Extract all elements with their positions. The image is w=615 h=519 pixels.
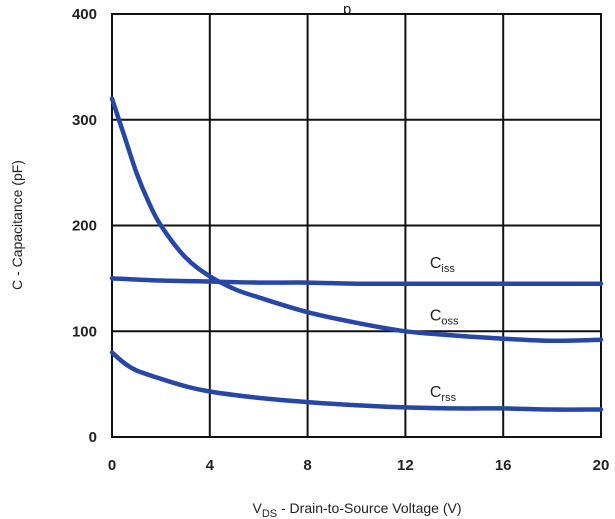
x-tick-label: 8 [303, 457, 311, 474]
x-axis-label-sub: DS [262, 508, 277, 519]
series-layer [109, 96, 604, 412]
x-axis-label-main: V [252, 500, 262, 516]
series-label-ciss: Ciss [430, 255, 456, 275]
x-axis-label: VDS - Drain-to-Source Voltage (V) [252, 500, 461, 519]
y-tick-label: 300 [72, 112, 97, 129]
y-tick-label: 200 [72, 218, 97, 235]
y-tick-label: 100 [72, 323, 97, 340]
x-tick-label: 4 [206, 457, 215, 474]
series-line-coss [109, 96, 604, 344]
y-tick-label: 400 [72, 6, 97, 23]
y-axis-label: C - Capacitance (pF) [9, 160, 25, 290]
series-label-crss: Crss [430, 384, 457, 404]
series-line-ciss [109, 276, 604, 286]
x-tick-label: 16 [495, 457, 512, 474]
x-tick-labels: 0 4 8 12 16 20 [108, 457, 610, 474]
x-tick-label: 12 [397, 457, 414, 474]
x-tick-label: 20 [593, 457, 610, 474]
series-label-coss: Coss [430, 308, 459, 328]
series-labels: Ciss Coss Crss [430, 255, 459, 404]
series-line-crss [109, 350, 604, 412]
y-tick-labels: 0 100 200 300 400 [72, 6, 97, 446]
grid-lines [112, 14, 601, 437]
chart-title-fragment: p [343, 1, 351, 18]
y-tick-label: 0 [89, 429, 97, 446]
x-axis-label-rest: - Drain-to-Source Voltage (V) [277, 500, 461, 516]
x-tick-label: 0 [108, 457, 116, 474]
